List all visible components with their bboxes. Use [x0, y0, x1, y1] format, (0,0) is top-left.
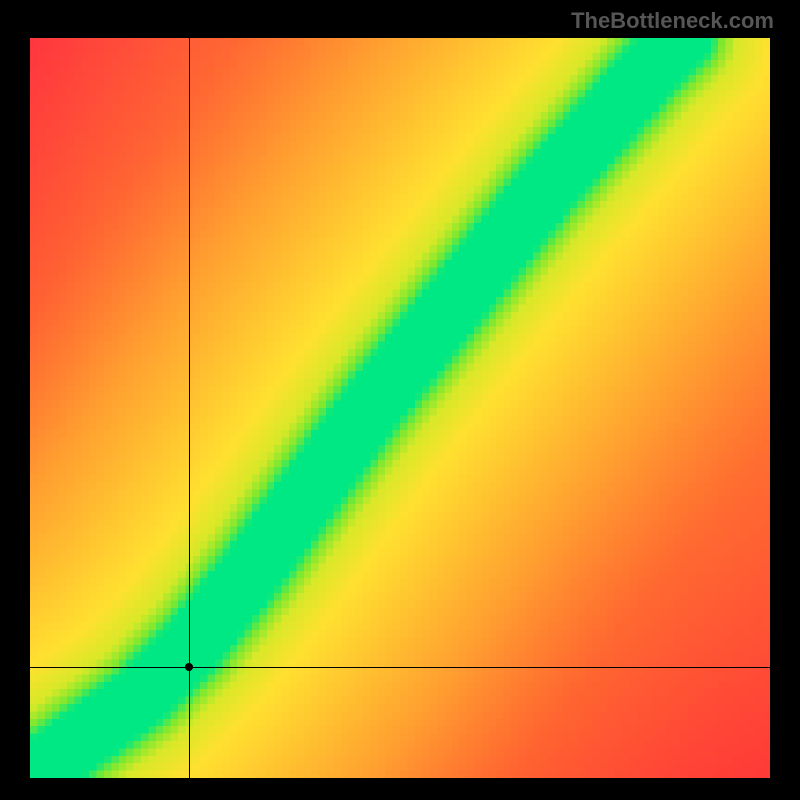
crosshair-horizontal	[30, 667, 770, 668]
chart-container: { "type": "heatmap", "source_label": "Th…	[0, 0, 800, 800]
watermark-text: TheBottleneck.com	[571, 8, 774, 34]
